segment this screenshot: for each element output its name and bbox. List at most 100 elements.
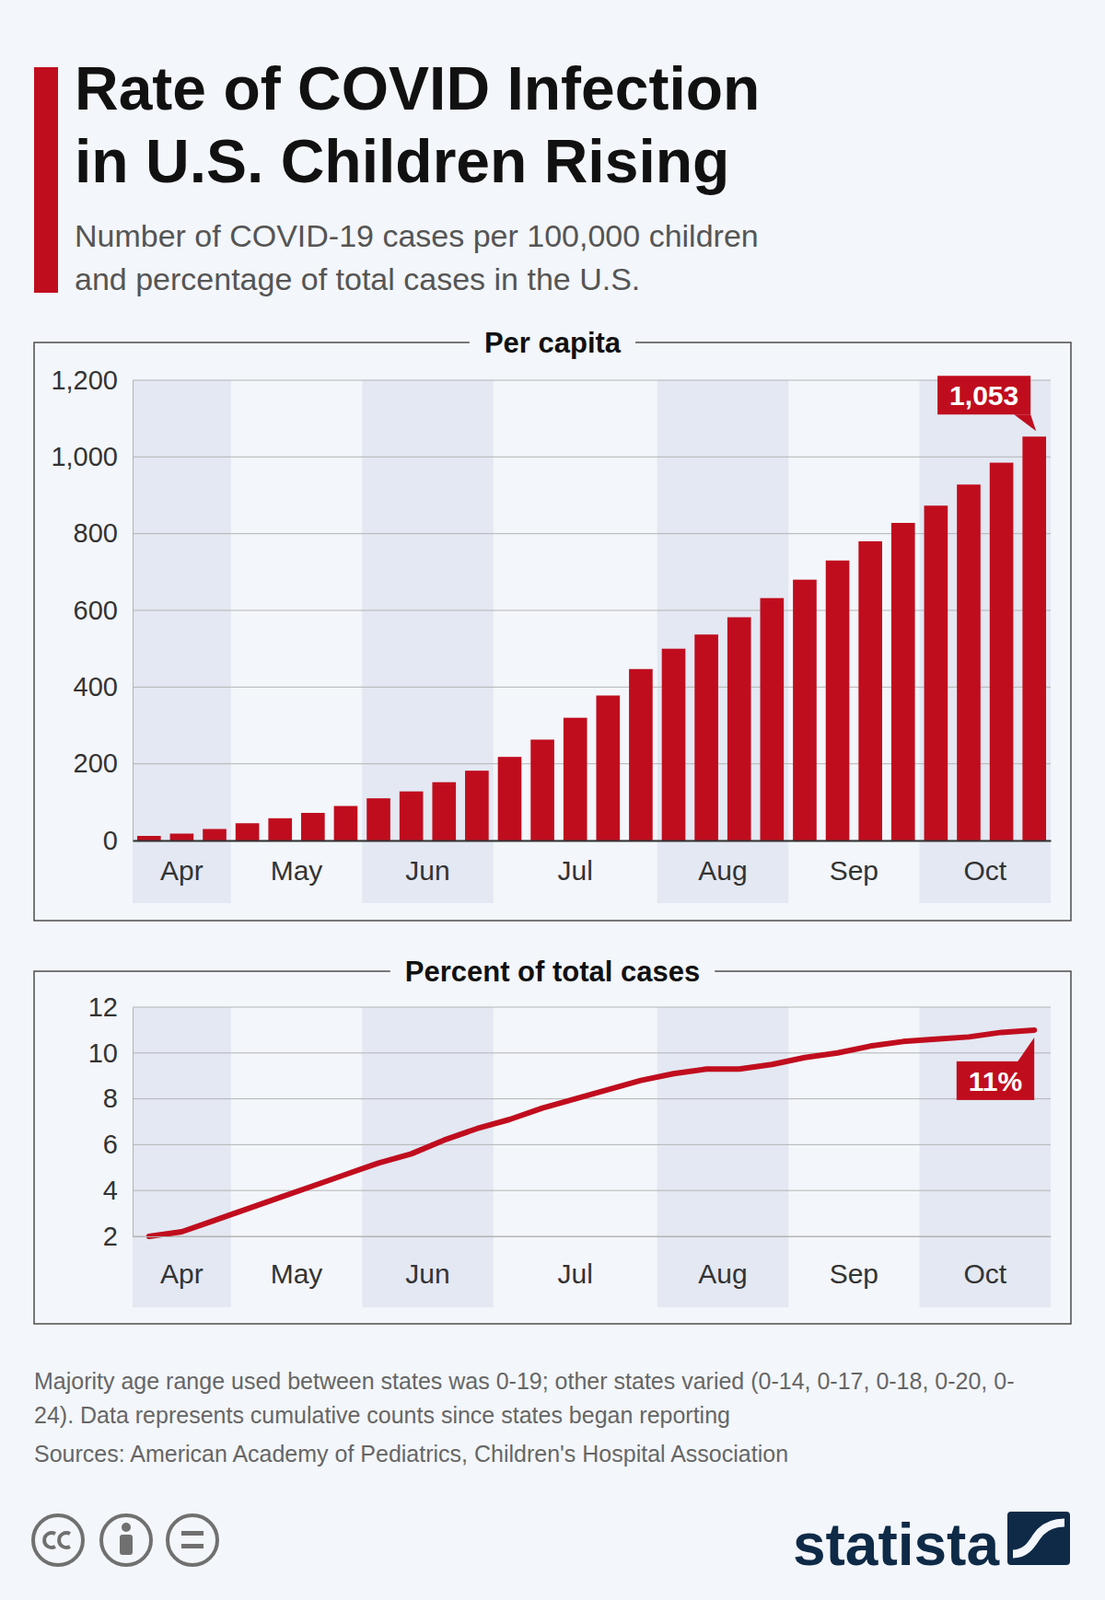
bar [235, 823, 260, 841]
y-tick: 200 [73, 748, 133, 779]
brand-icon [1007, 1512, 1071, 1566]
x-tick-label: Aug [697, 855, 747, 886]
y-tick: 600 [73, 595, 133, 626]
bar [267, 818, 292, 841]
title: Rate of COVID Infection in U.S. Children… [74, 52, 812, 198]
month-band [657, 380, 789, 904]
month-band [361, 380, 493, 904]
x-tick: May [247, 1236, 324, 1290]
x-tick: Aug [674, 840, 748, 886]
bar [498, 756, 523, 841]
x-tick-label: May [270, 1258, 324, 1290]
icon-body [119, 1535, 133, 1556]
bar [366, 798, 391, 841]
chart-bar: 0 200 400 600 800 1,000 1,200 Apr May Jun Jul Aug Se… [34, 326, 1071, 921]
bar [956, 484, 981, 841]
bar [563, 718, 588, 841]
bar [989, 463, 1014, 841]
y-tick: 1,000 [50, 442, 133, 472]
y-tick: 10 [88, 1038, 133, 1069]
data-label: 11% [956, 1037, 1035, 1101]
grid [132, 380, 1051, 841]
marks [137, 436, 1047, 841]
bar [924, 505, 949, 841]
x-tick-label: Jun [405, 855, 450, 886]
bar [170, 834, 195, 842]
brand: statista [792, 1512, 1001, 1579]
bar [137, 836, 162, 841]
month-band [919, 1007, 1051, 1308]
y-tick-label: 8 [103, 1083, 118, 1114]
month-band [919, 380, 1051, 904]
label-box [937, 375, 1031, 415]
x-tick: Jul [509, 840, 593, 886]
x-axis: AprMayJunJulAugSepOct [133, 1236, 1052, 1290]
y-tick: 400 [73, 672, 133, 702]
icon-c [58, 1533, 70, 1548]
y-tick-label: 10 [88, 1038, 118, 1069]
month-band [132, 1007, 232, 1308]
x-tick: Jul [509, 1236, 593, 1290]
bar [662, 649, 687, 841]
bar [760, 598, 785, 841]
y-axis-line [132, 1008, 134, 1238]
chart-line: 24681012AprMayJunJulAugSepOct11%Percent … [34, 955, 1071, 1325]
x-tick: May [247, 840, 324, 886]
x-tick: Oct [935, 840, 1007, 886]
icon-c [44, 1533, 56, 1548]
panel-frame [34, 971, 1071, 1325]
x-tick-label: Jul [558, 1258, 594, 1290]
bar [792, 580, 817, 841]
panel-title: Percent of total cases [405, 955, 700, 989]
y-tick: 0 [103, 825, 133, 856]
grid-line [132, 1098, 1051, 1100]
y-axis: 24681012 [88, 992, 134, 1252]
page: (function () { const data = JSON.parse(d… [0, 0, 1105, 1600]
licence-icon [167, 1515, 218, 1566]
x-tick-label: Apr [160, 855, 204, 886]
x-tick-label: Oct [963, 855, 1007, 886]
marks [149, 1030, 1035, 1237]
y-tick: 4 [103, 1175, 133, 1206]
grid-line [132, 456, 1051, 458]
x-tick: Aug [674, 1236, 748, 1290]
bar [431, 782, 456, 841]
note: Majority age range used between states w… [34, 1364, 1047, 1433]
x-tick: Sep [804, 1236, 879, 1290]
x-tick-label: Sep [829, 855, 879, 886]
brand-icon-wave [1012, 1523, 1065, 1555]
grid-line [132, 840, 1051, 842]
panel-frame [34, 342, 1071, 921]
icon-ring [167, 1515, 218, 1566]
month-band [657, 1007, 789, 1308]
y-tick-label: 400 [73, 672, 118, 702]
x-tick: Jun [378, 840, 451, 886]
y-tick-label: 1,200 [50, 365, 118, 396]
x-tick-label: Sep [829, 1258, 879, 1290]
y-tick-label: 800 [73, 518, 118, 548]
bar [825, 560, 850, 841]
x-tick: Sep [804, 840, 879, 886]
licence-icon [101, 1515, 152, 1566]
x-tick: Apr [149, 1236, 204, 1290]
month-bands [132, 1007, 1051, 1308]
panel-title: Per capita [484, 326, 622, 360]
y-tick-label: 0 [103, 825, 118, 856]
grid-line [132, 1052, 1051, 1054]
y-tick-label: 2 [103, 1221, 118, 1252]
data-label-text: 11% [968, 1066, 1023, 1097]
bar [1022, 436, 1047, 841]
y-tick-label: 4 [103, 1175, 118, 1206]
bar [465, 770, 489, 841]
y-tick-label: 6 [103, 1129, 118, 1160]
bar [301, 813, 326, 841]
month-band [132, 380, 232, 904]
grid-line [132, 1144, 1051, 1146]
licence-icon [33, 1515, 83, 1566]
icon-ring [101, 1515, 152, 1566]
grid-line [132, 1236, 1051, 1238]
x-tick-label: Apr [160, 1258, 204, 1290]
y-tick: 2 [103, 1221, 133, 1252]
bar [694, 634, 719, 841]
source: Sources: American Academy of Pediatrics,… [34, 1437, 1047, 1472]
